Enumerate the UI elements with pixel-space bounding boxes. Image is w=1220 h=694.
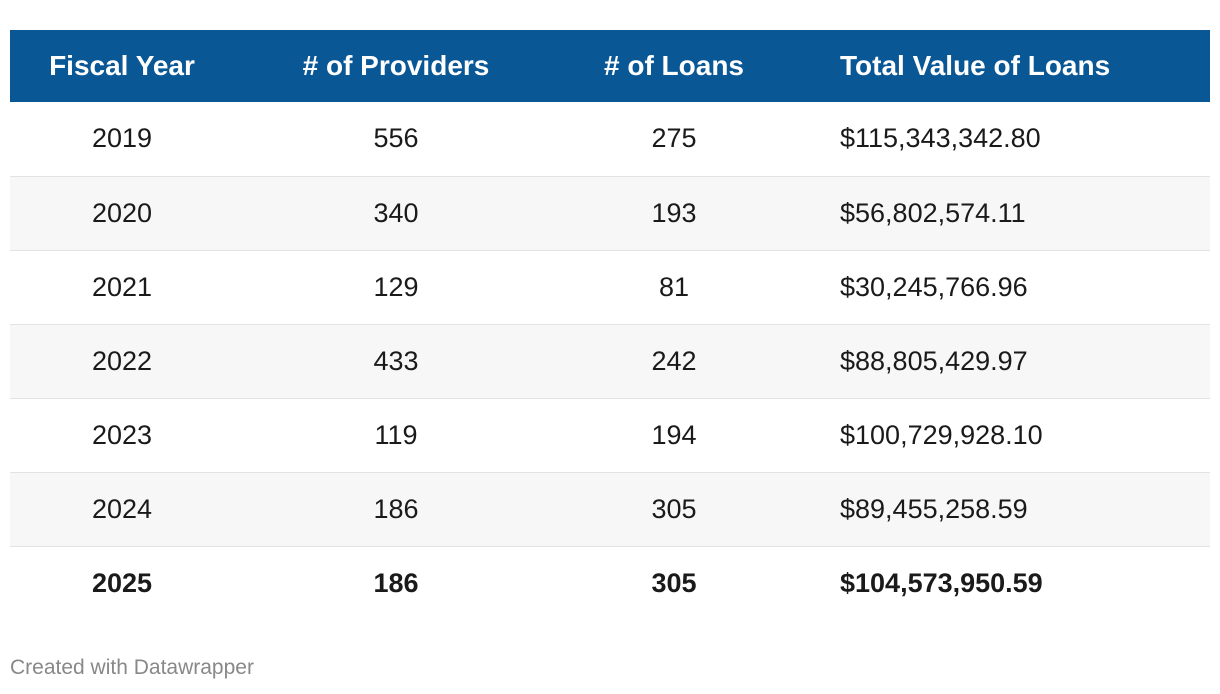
cell-providers: 340 <box>234 176 558 251</box>
cell-loans: 193 <box>558 176 790 251</box>
cell-total-value: $89,455,258.59 <box>790 472 1210 547</box>
cell-fiscal-year: 2021 <box>10 250 234 325</box>
cell-loans: 242 <box>558 324 790 399</box>
table-header-row: Fiscal Year # of Providers # of Loans To… <box>10 30 1210 102</box>
table-row: 2024 186 305 $89,455,258.59 <box>10 472 1210 547</box>
cell-total-value: $56,802,574.11 <box>790 176 1210 251</box>
table-row: 2021 129 81 $30,245,766.96 <box>10 250 1210 325</box>
cell-providers: 119 <box>234 398 558 473</box>
cell-total-value: $88,805,429.97 <box>790 324 1210 399</box>
data-table-container: Fiscal Year # of Providers # of Loans To… <box>10 30 1210 620</box>
cell-providers: 129 <box>234 250 558 325</box>
cell-total-value: $115,343,342.80 <box>790 102 1210 177</box>
cell-total-value: $30,245,766.96 <box>790 250 1210 325</box>
datawrapper-credit[interactable]: Created with Datawrapper <box>10 656 254 679</box>
cell-loans: 275 <box>558 102 790 177</box>
cell-loans: 81 <box>558 250 790 325</box>
table-row: 2022 433 242 $88,805,429.97 <box>10 324 1210 399</box>
loans-table: Fiscal Year # of Providers # of Loans To… <box>10 30 1210 620</box>
table-row: 2019 556 275 $115,343,342.80 <box>10 102 1210 177</box>
column-header-total-value[interactable]: Total Value of Loans <box>840 50 1111 81</box>
column-header-loans[interactable]: # of Loans <box>603 50 744 81</box>
cell-providers: 556 <box>234 102 558 177</box>
cell-loans: 305 <box>558 472 790 547</box>
cell-loans: 194 <box>558 398 790 473</box>
cell-total-value: $104,573,950.59 <box>840 567 1043 598</box>
cell-fiscal-year: 2024 <box>10 472 234 547</box>
table-row: 2020 340 193 $56,802,574.11 <box>10 176 1210 251</box>
cell-fiscal-year: 2019 <box>10 102 234 177</box>
cell-fiscal-year: 2025 <box>91 567 153 598</box>
cell-providers: 433 <box>234 324 558 399</box>
cell-loans: 305 <box>651 567 697 598</box>
cell-fiscal-year: 2020 <box>10 176 234 251</box>
column-header-fiscal-year[interactable]: Fiscal Year <box>49 50 195 81</box>
cell-providers: 186 <box>373 567 419 598</box>
cell-providers: 186 <box>234 472 558 547</box>
column-header-providers[interactable]: # of Providers <box>302 50 490 81</box>
table-row: 2023 119 194 $100,729,928.10 <box>10 398 1210 473</box>
cell-total-value: $100,729,928.10 <box>790 398 1210 473</box>
cell-fiscal-year: 2022 <box>10 324 234 399</box>
table-row-total: 2025 186 305 $104,573,950.59 <box>10 546 1210 620</box>
cell-fiscal-year: 2023 <box>10 398 234 473</box>
